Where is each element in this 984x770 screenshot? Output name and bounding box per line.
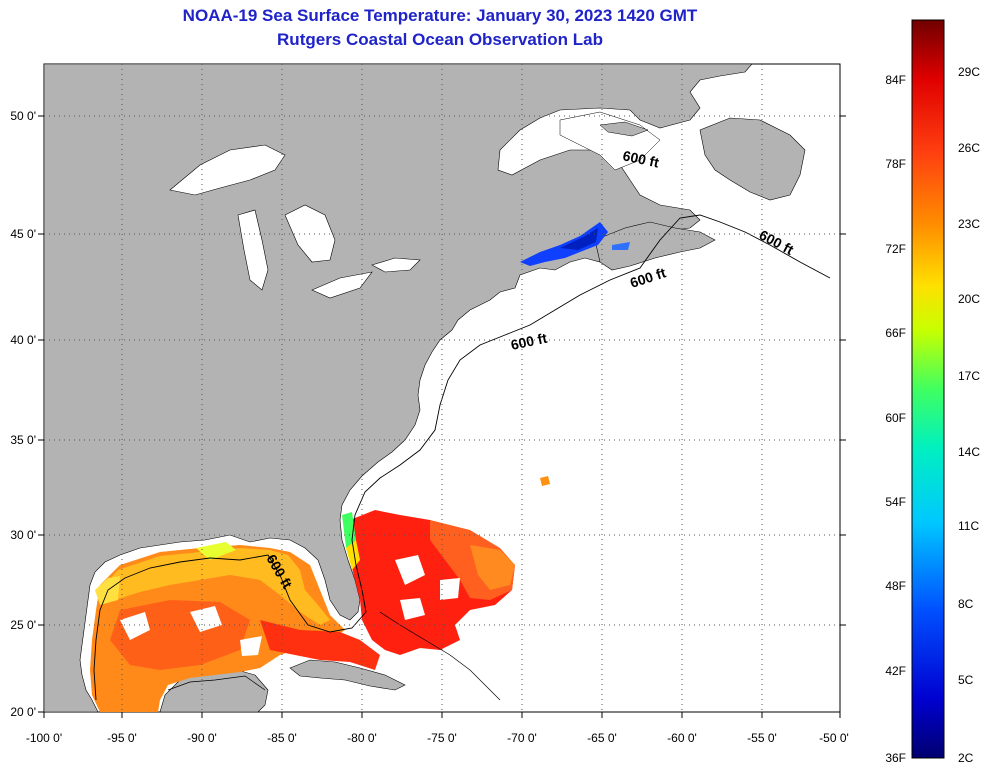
lat-label: 50 0' xyxy=(10,109,36,123)
lat-label: 35 0' xyxy=(10,433,36,447)
lat-label: 45 0' xyxy=(10,227,36,241)
cb-c-label: 17C xyxy=(958,369,980,383)
lat-label: 25 0' xyxy=(10,618,36,632)
cb-c-label: 26C xyxy=(958,141,980,155)
lon-label: -55 0' xyxy=(747,731,777,745)
cb-c-label: 14C xyxy=(958,445,980,459)
sst-data-atlantic xyxy=(342,476,550,655)
land-cuba xyxy=(289,659,406,691)
lon-label: -85 0' xyxy=(267,731,297,745)
colorbar-fahrenheit-labels: 84F 78F 72F 66F 60F 54F 48F 42F 36F xyxy=(885,73,906,765)
lat-label: 30 0' xyxy=(10,528,36,542)
cb-f-label: 36F xyxy=(885,751,906,765)
cb-c-label: 23C xyxy=(958,217,980,231)
cb-c-label: 11C xyxy=(958,519,979,533)
axis-ticks xyxy=(38,115,846,718)
sst-data-gulf xyxy=(90,542,380,712)
latitude-labels: 50 0' 45 0' 40 0' 35 0' 30 0' 25 0' 20 0… xyxy=(10,109,36,719)
cb-f-label: 78F xyxy=(885,157,906,171)
graticule xyxy=(44,64,840,712)
lon-label: -50 0' xyxy=(819,731,849,745)
lon-label: -95 0' xyxy=(107,731,137,745)
cb-c-label: 20C xyxy=(958,292,980,306)
lon-label: -100 0' xyxy=(26,731,62,745)
map-subtitle: Rutgers Coastal Ocean Observation Lab xyxy=(277,30,603,49)
lon-label: -60 0' xyxy=(667,731,697,745)
cb-c-label: 2C xyxy=(958,751,974,765)
cb-f-label: 42F xyxy=(885,664,906,678)
contour-label-4: 600 ft xyxy=(509,330,548,353)
cb-f-label: 48F xyxy=(885,579,906,593)
colorbar-celsius-labels: 29C 26C 23C 20C 17C 14C 11C 8C 5C 2C xyxy=(958,65,980,765)
cb-f-label: 60F xyxy=(885,411,906,425)
sst-data-gulf-of-maine xyxy=(520,222,630,266)
land-newfoundland xyxy=(699,117,806,201)
lon-label: -80 0' xyxy=(347,731,377,745)
colorbar xyxy=(911,19,945,759)
anticosti-island xyxy=(599,121,649,137)
lon-label: -70 0' xyxy=(507,731,537,745)
lon-label: -75 0' xyxy=(427,731,457,745)
cb-f-label: 54F xyxy=(885,495,906,509)
lat-label: 20 0' xyxy=(10,705,36,719)
cb-f-label: 72F xyxy=(885,242,906,256)
lon-label: -90 0' xyxy=(187,731,217,745)
lat-label: 40 0' xyxy=(10,333,36,347)
cb-f-label: 66F xyxy=(885,326,906,340)
land-north-america xyxy=(44,64,753,712)
lon-label: -65 0' xyxy=(587,731,617,745)
cb-c-label: 8C xyxy=(958,597,974,611)
cb-c-label: 5C xyxy=(958,673,974,687)
map-title: NOAA-19 Sea Surface Temperature: January… xyxy=(182,6,698,25)
cb-f-label: 84F xyxy=(885,73,906,87)
contour-label-1: 600 ft xyxy=(621,147,660,170)
cb-c-label: 29C xyxy=(958,65,980,79)
longitude-labels: -100 0' -95 0' -90 0' -85 0' -80 0' -75 … xyxy=(26,731,849,745)
contour-600ft xyxy=(93,214,831,701)
